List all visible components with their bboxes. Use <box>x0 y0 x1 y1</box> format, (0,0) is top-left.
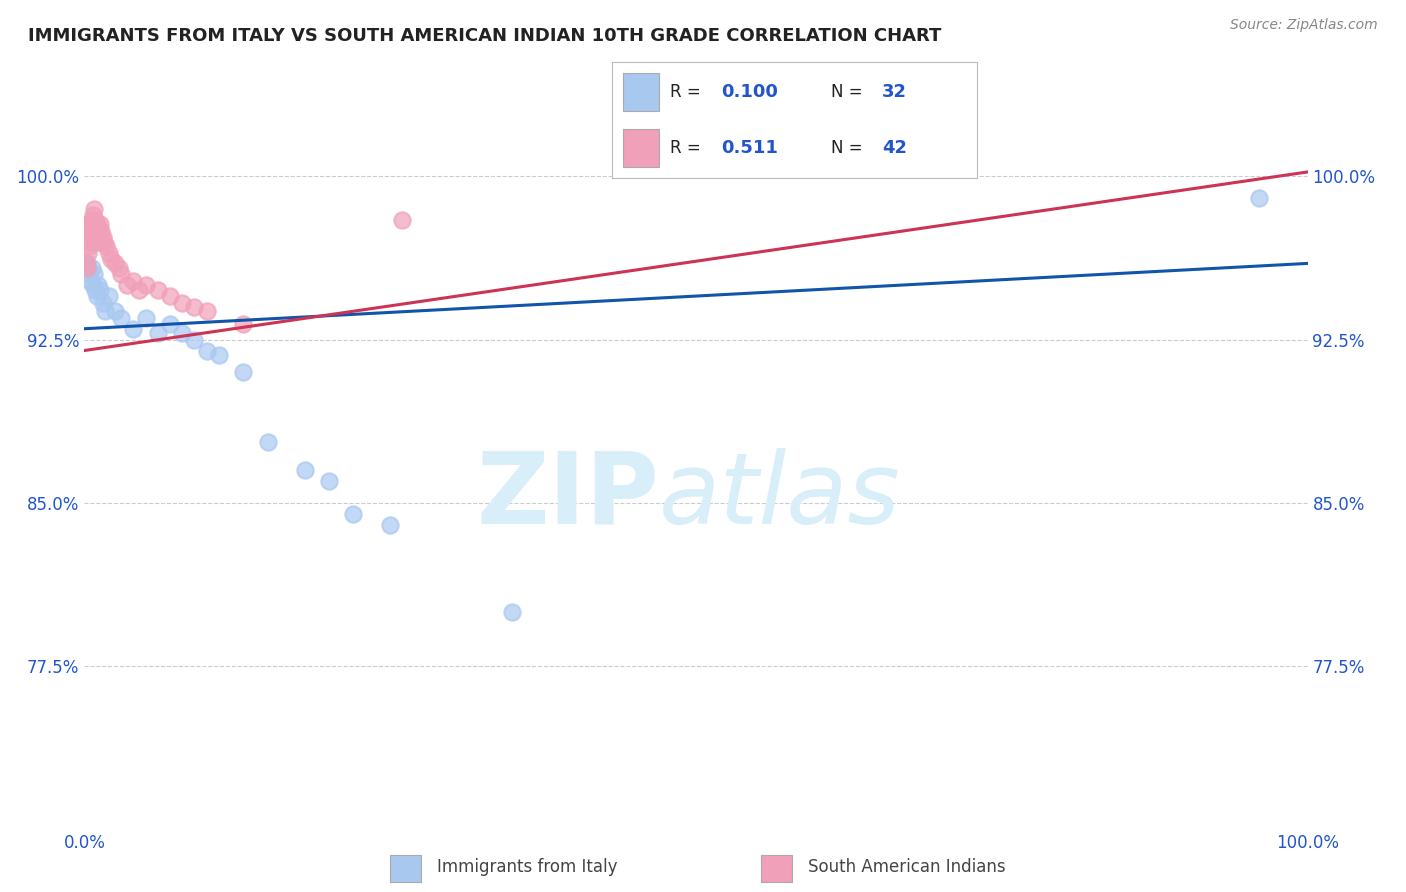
Point <box>1247 191 1270 205</box>
Point <box>80 230 103 244</box>
Point <box>195 343 218 358</box>
Point <box>91 230 114 244</box>
Point <box>232 318 254 332</box>
Point <box>76 260 98 275</box>
Point <box>84 212 107 227</box>
Point <box>83 202 105 216</box>
Point <box>172 295 194 310</box>
Point <box>104 304 127 318</box>
Point <box>122 274 145 288</box>
Text: 42: 42 <box>882 138 907 157</box>
Point <box>183 300 205 314</box>
Point <box>135 278 157 293</box>
Text: Immigrants from Italy: Immigrants from Italy <box>436 858 617 877</box>
Point <box>89 217 111 231</box>
Text: ZIP: ZIP <box>477 448 659 545</box>
Point <box>115 278 138 293</box>
Point <box>86 217 108 231</box>
Point <box>122 322 145 336</box>
Point <box>75 256 97 270</box>
Point <box>77 245 100 260</box>
Point <box>89 283 111 297</box>
Point <box>96 239 118 253</box>
Point <box>294 463 316 477</box>
Text: 0.100: 0.100 <box>721 83 778 101</box>
Point <box>146 283 169 297</box>
Point <box>146 326 169 340</box>
Text: atlas: atlas <box>659 448 901 545</box>
Point <box>159 318 181 332</box>
Point <box>110 310 132 325</box>
Point <box>91 295 114 310</box>
Point <box>82 209 104 223</box>
Point <box>128 283 150 297</box>
Text: N =: N = <box>831 83 868 101</box>
Point <box>76 256 98 270</box>
Text: R =: R = <box>671 138 706 157</box>
Point <box>80 212 103 227</box>
Point <box>77 224 100 238</box>
Point <box>104 256 127 270</box>
Point <box>93 235 115 249</box>
Text: 0.511: 0.511 <box>721 138 778 157</box>
Point <box>84 224 107 238</box>
Text: N =: N = <box>831 138 868 157</box>
Point <box>79 217 101 231</box>
Point <box>232 365 254 379</box>
Point <box>110 268 132 282</box>
Point <box>80 260 103 275</box>
Point <box>502 605 524 619</box>
Point <box>342 507 364 521</box>
Point <box>90 224 112 238</box>
Point <box>82 278 104 293</box>
Point <box>83 268 105 282</box>
Text: South American Indians: South American Indians <box>807 858 1005 877</box>
Point <box>82 224 104 238</box>
Text: 32: 32 <box>882 83 907 101</box>
Point <box>380 517 402 532</box>
Point <box>183 333 205 347</box>
Point <box>172 326 194 340</box>
Point <box>87 278 110 293</box>
Y-axis label: 10th Grade: 10th Grade <box>0 412 6 507</box>
Point <box>135 310 157 325</box>
Point <box>86 289 108 303</box>
Point <box>77 260 100 275</box>
Point <box>391 212 413 227</box>
Point <box>159 289 181 303</box>
Point <box>77 239 100 253</box>
Point <box>107 260 129 275</box>
Point <box>87 230 110 244</box>
Point <box>100 252 122 266</box>
FancyBboxPatch shape <box>623 73 659 112</box>
FancyBboxPatch shape <box>762 855 793 881</box>
Point <box>86 235 108 249</box>
Text: Source: ZipAtlas.com: Source: ZipAtlas.com <box>1230 18 1378 32</box>
FancyBboxPatch shape <box>391 855 422 881</box>
Point <box>77 268 100 282</box>
Point <box>84 283 107 297</box>
Point <box>83 217 105 231</box>
FancyBboxPatch shape <box>623 128 659 167</box>
Text: R =: R = <box>671 83 706 101</box>
Point <box>318 474 340 488</box>
Point <box>94 304 117 318</box>
Point <box>257 434 280 449</box>
Point <box>79 274 101 288</box>
Point <box>79 235 101 249</box>
Point <box>97 289 120 303</box>
Point <box>87 224 110 238</box>
Point <box>97 245 120 260</box>
Point <box>76 224 98 238</box>
Text: IMMIGRANTS FROM ITALY VS SOUTH AMERICAN INDIAN 10TH GRADE CORRELATION CHART: IMMIGRANTS FROM ITALY VS SOUTH AMERICAN … <box>28 27 942 45</box>
Point <box>195 304 218 318</box>
Point <box>77 217 100 231</box>
Point <box>208 348 231 362</box>
